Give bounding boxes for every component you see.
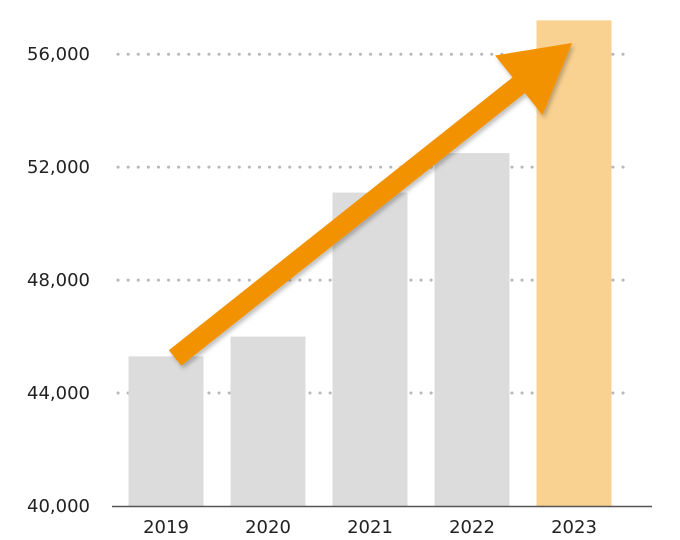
y-tick-label: 56,000 — [27, 44, 90, 65]
bar-2020 — [230, 336, 306, 506]
bar-2023 — [536, 20, 612, 507]
bar-2021 — [332, 192, 408, 506]
trend-arrow-group — [168, 43, 573, 366]
bar-2019 — [128, 356, 204, 506]
bars — [128, 20, 612, 507]
y-tick-label: 52,000 — [27, 157, 90, 178]
y-tick-label: 40,000 — [27, 496, 90, 517]
x-tick-label: 2019 — [143, 517, 189, 538]
x-axis-tick-labels: 2019 2020 2021 2022 2023 — [143, 517, 597, 538]
bar-2022 — [434, 153, 510, 506]
y-tick-label: 48,000 — [27, 270, 90, 291]
y-tick-label: 44,000 — [27, 383, 90, 404]
x-tick-label: 2023 — [551, 517, 597, 538]
trend-arrow-icon — [168, 43, 573, 366]
y-axis-tick-labels: 40,000 44,000 48,000 52,000 56,000 — [27, 44, 90, 517]
x-tick-label: 2020 — [245, 517, 291, 538]
x-tick-label: 2021 — [347, 517, 393, 538]
x-tick-label: 2022 — [449, 517, 495, 538]
